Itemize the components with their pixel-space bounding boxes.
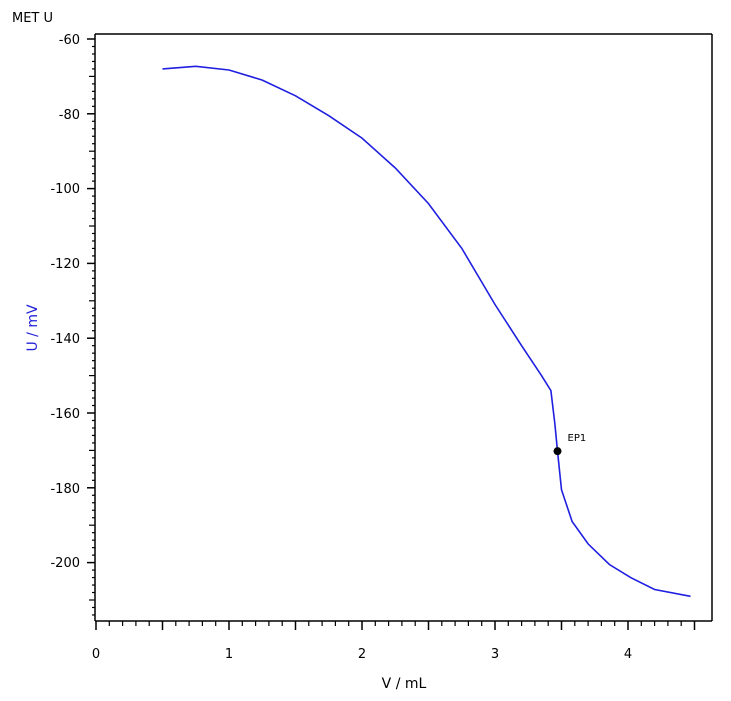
y-tick-labels: -60 -80 -100 -120 -140 -160 -180 -200 xyxy=(50,33,80,571)
x-tick-label: 2 xyxy=(358,647,366,662)
endpoint-label: EP1 xyxy=(568,433,587,444)
x-axis-label: V / mL xyxy=(382,676,427,692)
x-tick-labels: 0 1 2 3 4 xyxy=(92,647,632,662)
endpoint-marker xyxy=(553,447,562,456)
y-tick-label: -100 xyxy=(50,182,80,197)
plot-frame xyxy=(94,33,713,622)
y-tick-label: -180 xyxy=(50,482,80,497)
y-tick-label: -60 xyxy=(59,33,80,48)
x-tick-label: 0 xyxy=(92,647,100,662)
x-tick-label: 4 xyxy=(624,647,632,662)
y-axis-label: U / mV xyxy=(25,304,41,352)
y-tick-label: -120 xyxy=(50,257,80,272)
y-tick-label: -140 xyxy=(50,332,80,347)
y-tick-label: -80 xyxy=(59,108,80,123)
titration-curve xyxy=(162,65,691,598)
chart-title: MET U xyxy=(12,11,53,26)
y-tick-label: -200 xyxy=(50,556,80,571)
y-axis-ticks xyxy=(87,38,95,616)
x-axis-ticks xyxy=(95,621,696,630)
y-tick-label: -160 xyxy=(50,407,80,422)
x-tick-label: 1 xyxy=(225,647,233,662)
x-tick-label: 3 xyxy=(491,647,499,662)
